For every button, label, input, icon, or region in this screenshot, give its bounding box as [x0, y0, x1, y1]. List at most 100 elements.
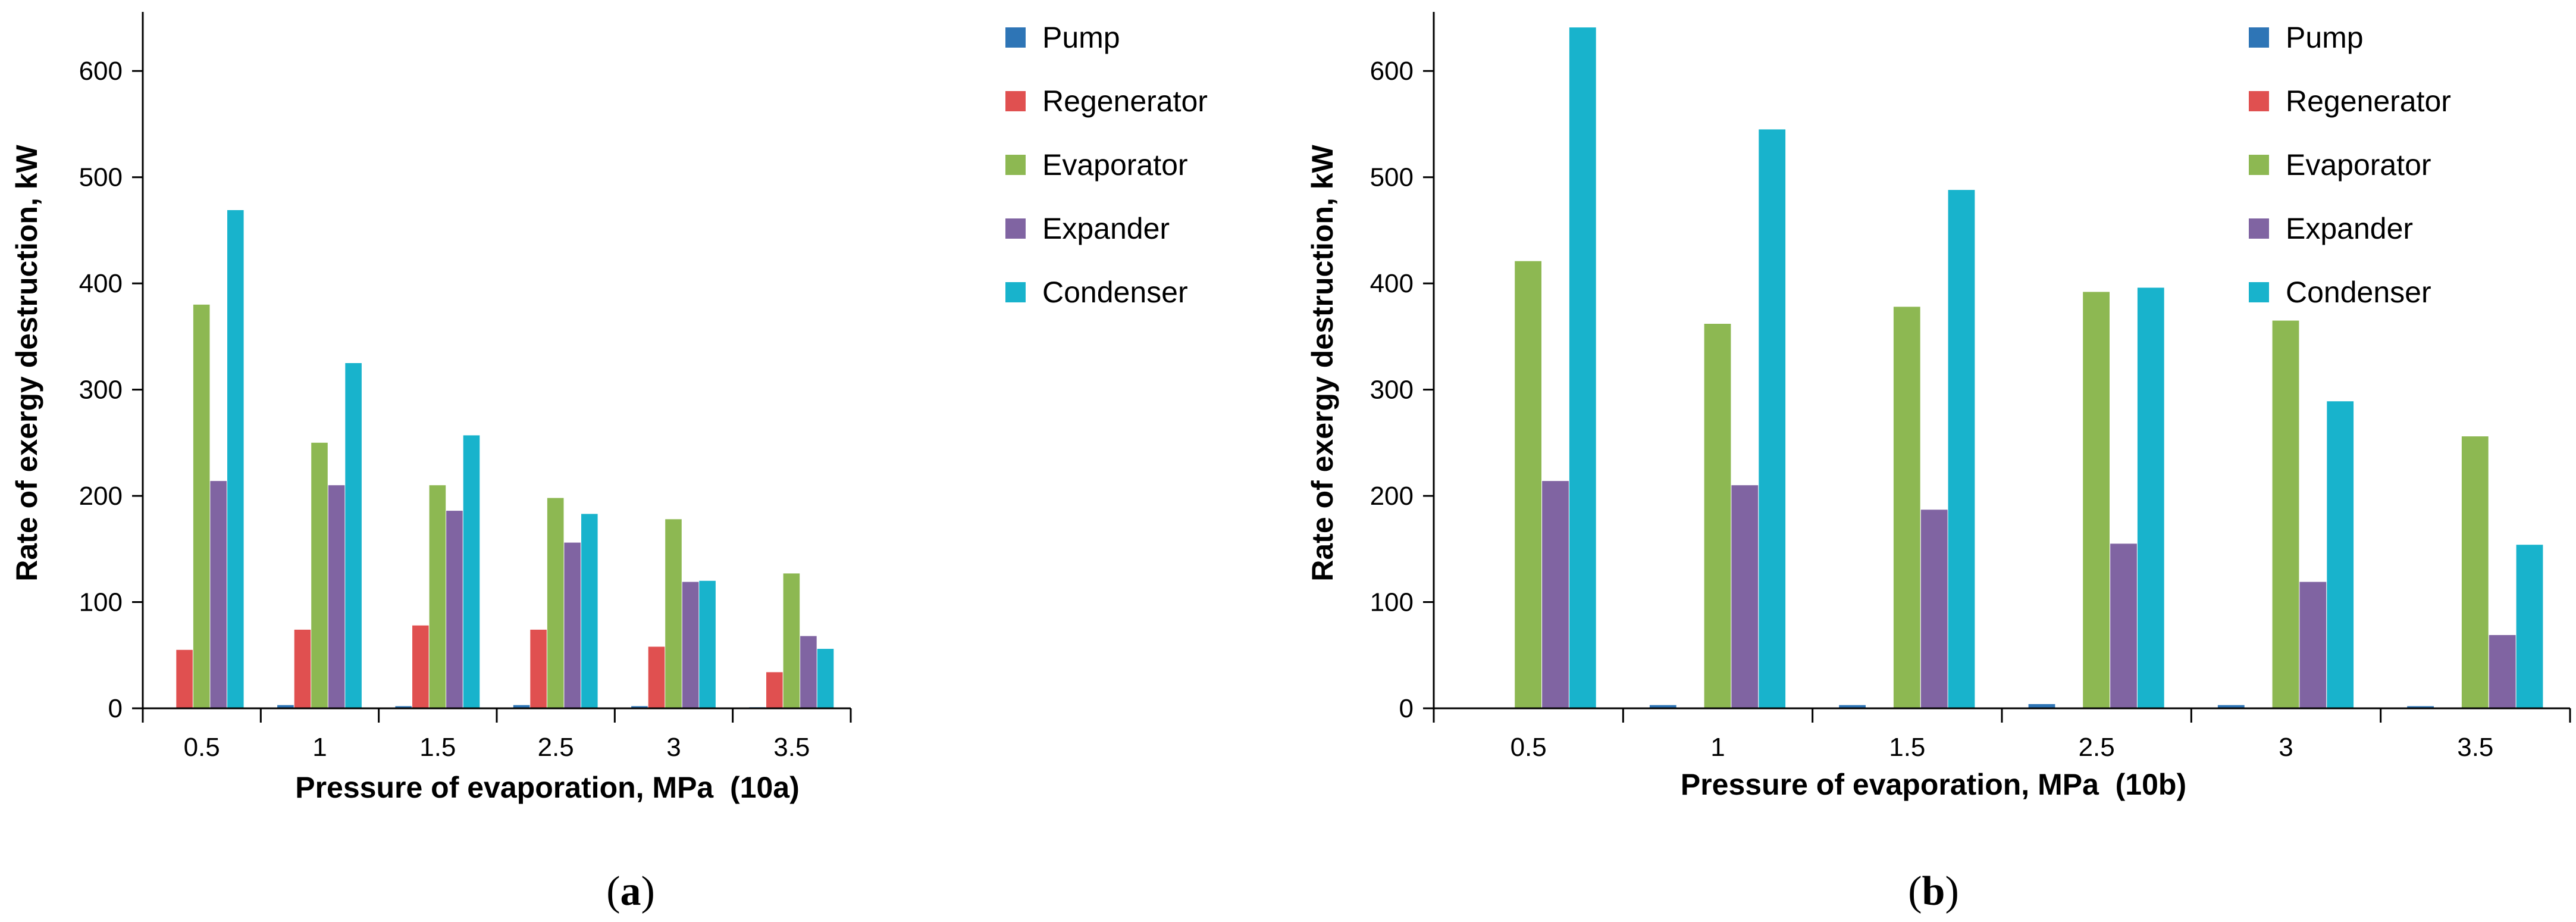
- bar-expander-3: [682, 582, 699, 708]
- bar-evaporator-1: [1704, 324, 1731, 708]
- y-tick-label: 100: [1370, 588, 1414, 617]
- y-tick-label: 100: [79, 588, 123, 617]
- bar-condenser-1.5: [463, 435, 480, 708]
- bar-evaporator-3.5: [783, 573, 800, 708]
- bar-evaporator-3: [2272, 320, 2299, 708]
- y-tick-label: 500: [79, 163, 123, 192]
- y-tick-label: 600: [1370, 57, 1414, 86]
- bar-evaporator-2.5: [2083, 292, 2110, 708]
- legend-label-regenerator: Regenerator: [1042, 85, 1208, 118]
- bar-condenser-1: [345, 363, 362, 708]
- y-tick-label: 400: [1370, 269, 1414, 298]
- panel-label: (b): [1908, 868, 1959, 914]
- legend-label-evaporator: Evaporator: [2286, 148, 2431, 182]
- x-tick-label: 3: [666, 733, 681, 762]
- bar-regenerator-3: [648, 646, 665, 708]
- x-tick-label: 1: [312, 733, 327, 762]
- bar-evaporator-0.5: [193, 304, 210, 708]
- bar-regenerator-1: [294, 629, 311, 708]
- y-tick-label: 300: [79, 376, 123, 405]
- bar-condenser-3.5: [817, 649, 834, 708]
- bar-expander-1.5: [446, 511, 463, 708]
- bar-evaporator-3.5: [2461, 436, 2489, 708]
- bar-regenerator-2.5: [530, 629, 547, 708]
- bar-evaporator-3: [665, 519, 682, 708]
- y-tick-label: 200: [79, 482, 123, 511]
- bar-condenser-0.5: [227, 210, 244, 708]
- bar-condenser-1.5: [1948, 190, 1975, 709]
- x-tick-label: 1: [1710, 733, 1725, 762]
- legend-label-expander: Expander: [2286, 212, 2413, 245]
- bar-expander-3.5: [2489, 635, 2516, 708]
- y-tick-label: 300: [1370, 376, 1414, 405]
- chart-panel-b: 0 100 200 300 400 500 600 0.5 1 1.5 2.5 3 3.5 Pressur…: [1306, 12, 2571, 914]
- bar-pump-3: [2217, 705, 2245, 708]
- legend-swatch-regenerator: [1005, 91, 1026, 111]
- bar-pump-1.5: [1839, 705, 1866, 708]
- bar-pump-1: [277, 705, 294, 708]
- legend-swatch-regenerator: [2249, 91, 2269, 111]
- x-tick-label: 1.5: [1889, 733, 1925, 762]
- bar-expander-0.5: [210, 481, 227, 708]
- x-tick-label: 3.5: [773, 733, 810, 762]
- bar-evaporator-2.5: [547, 498, 564, 708]
- bar-expander-2.5: [564, 542, 581, 708]
- panel-label: (a): [606, 868, 655, 914]
- bar-expander-1: [328, 485, 345, 708]
- legend-swatch-pump: [1005, 27, 1026, 48]
- y-axis-title: Rate of exergy destruction, kW: [10, 144, 43, 581]
- bar-condenser-3.5: [2516, 545, 2543, 708]
- bar-evaporator-1.5: [429, 485, 446, 708]
- bar-regenerator-3.5: [766, 672, 783, 708]
- bar-regenerator-1.5: [412, 625, 429, 708]
- y-tick-label: 600: [79, 57, 123, 86]
- legend: Pump Regenerator Evaporator Expander Condens…: [2249, 21, 2451, 309]
- legend-swatch-expander: [2249, 218, 2269, 239]
- legend: Pump Regenerator Evaporator Expander Condens…: [1005, 21, 1208, 309]
- bar-condenser-3: [2327, 401, 2354, 708]
- bar-pump-3.5: [2407, 706, 2434, 708]
- bar-regenerator-0.5: [176, 649, 193, 708]
- legend-swatch-expander: [1005, 218, 1026, 239]
- y-tick-label: 500: [1370, 163, 1414, 192]
- bar-expander-2.5: [2110, 543, 2137, 708]
- y-tick-label: 200: [1370, 482, 1414, 511]
- legend-label-pump: Pump: [1042, 21, 1120, 54]
- x-axis-title: Pressure of evaporation, MPa (10a): [295, 771, 800, 804]
- x-axis-title: Pressure of evaporation, MPa (10b): [1681, 768, 2186, 801]
- bar-expander-3.5: [800, 636, 817, 708]
- bar-expander-3: [2299, 582, 2327, 708]
- x-tick-label: 2.5: [2079, 733, 2115, 762]
- legend-swatch-evaporator: [1005, 155, 1026, 175]
- x-tick-label: 3: [2279, 733, 2293, 762]
- legend-label-pump: Pump: [2286, 21, 2364, 54]
- bar-pump-1: [1649, 705, 1676, 708]
- bar-pump-3: [631, 706, 648, 708]
- x-tick-label: 0.5: [1510, 733, 1547, 762]
- bar-evaporator-0.5: [1515, 261, 1541, 708]
- bar-pump-2.5: [513, 705, 530, 708]
- x-tick-label: 1.5: [419, 733, 456, 762]
- y-axis-title: Rate of exergy destruction, kW: [1306, 144, 1339, 581]
- legend-label-condenser: Condenser: [2286, 276, 2431, 309]
- bar-condenser-2.5: [581, 514, 598, 708]
- x-tick-label: 3.5: [2457, 733, 2493, 762]
- x-tick-label: 0.5: [184, 733, 220, 762]
- bar-pump-2.5: [2028, 704, 2055, 708]
- bar-pump-1.5: [395, 706, 412, 708]
- bar-expander-0.5: [1542, 481, 1569, 708]
- legend-swatch-evaporator: [2249, 155, 2269, 175]
- bar-evaporator-1: [311, 442, 328, 708]
- legend-swatch-condenser: [1005, 282, 1026, 302]
- y-tick-label: 400: [79, 269, 123, 298]
- bar-condenser-1: [1759, 129, 1786, 708]
- chart-panel-a: 0 100 200 300 400 500 600 0.5 1 1.5 2.5 3 3.5 Pressur…: [10, 12, 1208, 914]
- bar-evaporator-1.5: [1893, 307, 1920, 708]
- y-tick-label: 0: [108, 694, 123, 723]
- legend-label-evaporator: Evaporator: [1042, 148, 1188, 182]
- bar-condenser-2.5: [2137, 287, 2164, 708]
- legend-label-expander: Expander: [1042, 212, 1170, 245]
- legend-swatch-condenser: [2249, 282, 2269, 302]
- legend-label-regenerator: Regenerator: [2286, 85, 2451, 118]
